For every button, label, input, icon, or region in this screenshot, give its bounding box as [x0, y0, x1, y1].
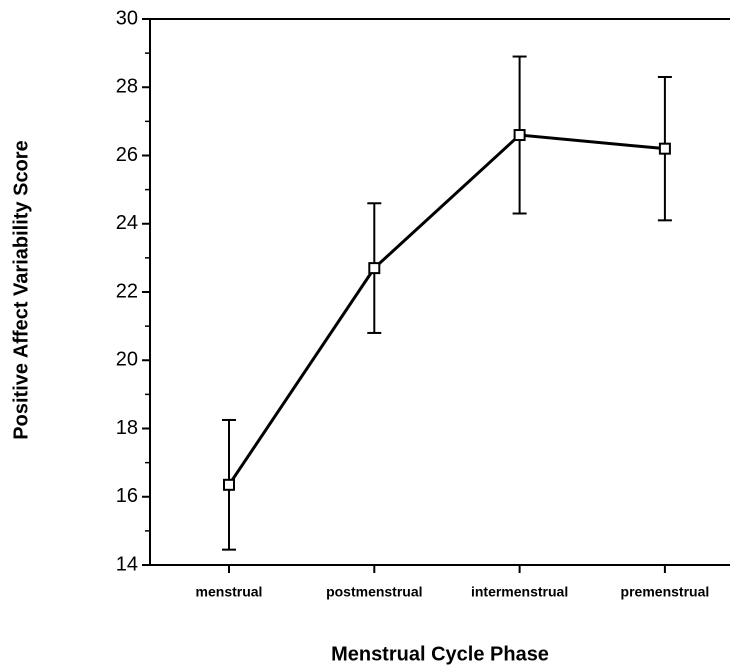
x-axis-title: Menstrual Cycle Phase — [331, 643, 549, 665]
y-tick-label: 14 — [116, 553, 138, 575]
y-tick-label: 16 — [116, 485, 138, 507]
x-tick-label: premenstrual — [621, 584, 710, 600]
x-tick-label: intermenstrual — [471, 584, 568, 600]
marker — [513, 129, 526, 142]
y-tick-label: 28 — [116, 76, 138, 98]
y-tick-label: 20 — [116, 349, 138, 371]
y-axis-title: Positive Affect Variability Score — [10, 140, 32, 439]
y-tick-label: 30 — [116, 7, 138, 29]
line — [227, 133, 666, 486]
y-tick-label: 26 — [116, 144, 138, 166]
marker — [368, 262, 381, 275]
x-tick-label: menstrual — [196, 584, 263, 600]
y-tick-label: 22 — [116, 280, 138, 302]
y-tick-label: 24 — [116, 212, 138, 234]
y-tick-label: 18 — [116, 417, 138, 439]
x-tick-label: postmenstrual — [326, 584, 422, 600]
marker — [658, 142, 671, 155]
marker — [223, 478, 235, 491]
